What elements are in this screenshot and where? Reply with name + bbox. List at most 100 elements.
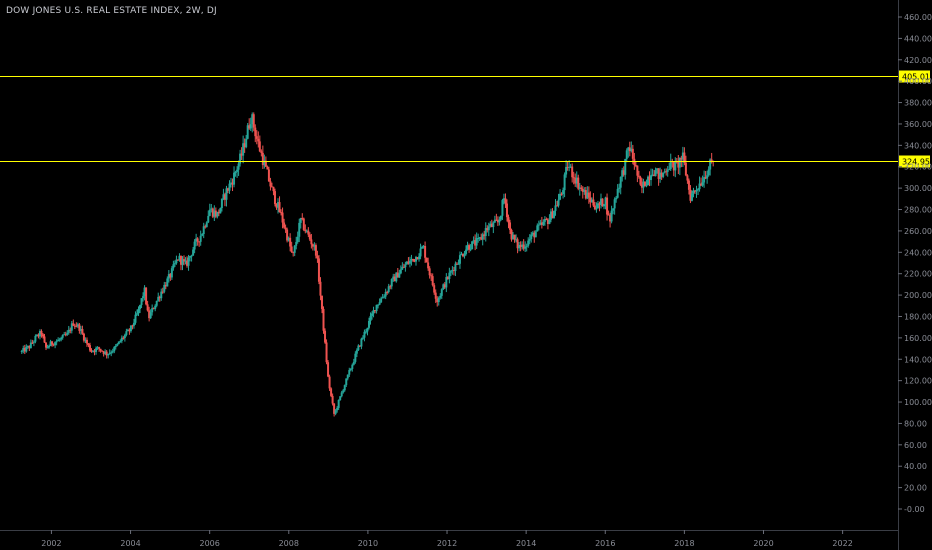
candle-body <box>193 241 196 250</box>
candle-body <box>49 341 52 347</box>
candle-body <box>395 272 398 282</box>
candle-body <box>354 353 357 362</box>
candle-body <box>54 342 57 346</box>
candle-body <box>375 304 378 312</box>
candle-body <box>367 320 370 328</box>
candle-body <box>196 238 199 242</box>
candle-body <box>287 237 290 241</box>
candle-body <box>704 177 707 179</box>
candle-body <box>40 331 43 335</box>
candle-body <box>228 183 231 191</box>
y-tick-label: 380.00 <box>904 99 932 108</box>
candle-body <box>586 192 589 199</box>
candle-body <box>217 211 220 214</box>
candle-body <box>642 181 645 188</box>
candle-body <box>510 229 513 240</box>
candle-body <box>414 257 417 262</box>
candle-body <box>372 310 375 314</box>
candle-body <box>284 227 287 230</box>
candle-body <box>211 208 214 217</box>
y-tick-label: 440.00 <box>904 34 932 43</box>
candle-body <box>448 272 451 280</box>
candle-body <box>703 177 706 183</box>
candle-body <box>543 218 546 222</box>
candle-body <box>697 189 700 191</box>
candle-body <box>152 308 155 310</box>
candle-body <box>457 263 460 265</box>
candle-body <box>319 281 322 296</box>
candle-body <box>164 284 167 287</box>
candle-body <box>618 187 621 189</box>
candle-body <box>443 284 446 288</box>
candle-body <box>220 198 223 209</box>
candle-body <box>471 241 474 250</box>
candle-body <box>169 274 172 278</box>
candle-body <box>622 170 625 175</box>
candle-body <box>666 169 669 172</box>
candle-body <box>686 175 689 181</box>
y-tick-label: -0.00 <box>904 505 925 514</box>
candle-body <box>434 292 437 299</box>
candle-body <box>565 166 568 175</box>
candle-body <box>615 197 618 200</box>
candle-body <box>82 333 85 341</box>
candle-body <box>99 348 102 351</box>
candle-body <box>657 168 660 179</box>
candle-body <box>502 198 505 201</box>
candle-body <box>242 143 245 156</box>
candle-body <box>645 185 648 187</box>
candle-body <box>568 166 571 168</box>
candle-body <box>134 314 137 323</box>
candle-body <box>331 395 334 404</box>
candle-body <box>650 175 653 181</box>
candle-body <box>619 176 622 188</box>
candle-body <box>29 342 32 349</box>
candle-body <box>155 300 158 306</box>
candle-body <box>545 218 548 220</box>
candle-body <box>504 198 507 204</box>
candle-body <box>351 364 354 369</box>
candle-body <box>255 136 258 139</box>
candle-body <box>126 329 129 332</box>
candle-body <box>481 234 484 240</box>
candle-body <box>34 335 37 342</box>
candle-body <box>66 332 69 335</box>
candle-body <box>416 257 419 260</box>
candle-body <box>684 162 687 176</box>
candle-body <box>283 222 286 228</box>
candle-body <box>251 114 254 125</box>
candle-body <box>527 240 530 246</box>
candle-body <box>187 257 190 266</box>
candle-body <box>28 346 31 349</box>
y-axis: -0.00 20.00 40.00 60.00 80.00 100.00 120.00 140… <box>898 0 932 550</box>
candle-body <box>380 298 383 303</box>
candle-body <box>442 284 445 290</box>
candle-body <box>72 323 75 326</box>
candle-body <box>522 244 525 249</box>
y-tick-label: 200.00 <box>904 291 932 300</box>
y-tick-label: 420.00 <box>904 56 932 65</box>
candle-body <box>422 245 425 247</box>
candle-body <box>325 342 328 363</box>
candle-body <box>314 245 317 256</box>
candle-body <box>589 197 592 203</box>
candle-body <box>213 210 216 217</box>
candle-body <box>524 246 527 249</box>
candle-body <box>308 234 311 240</box>
candle-body <box>173 263 176 265</box>
candle-body <box>613 199 616 209</box>
candle-body <box>399 269 402 274</box>
candle-body <box>60 337 63 340</box>
candle-body <box>469 249 472 251</box>
candle-body <box>634 165 637 167</box>
candle-body <box>275 204 278 208</box>
candle-body <box>102 351 105 354</box>
candle-body <box>437 297 440 303</box>
candle-body <box>610 210 613 222</box>
candle-body <box>230 182 233 184</box>
candle-body <box>198 241 201 243</box>
candle-body <box>392 276 395 280</box>
candle-body <box>519 245 522 247</box>
candle-body <box>328 376 331 389</box>
